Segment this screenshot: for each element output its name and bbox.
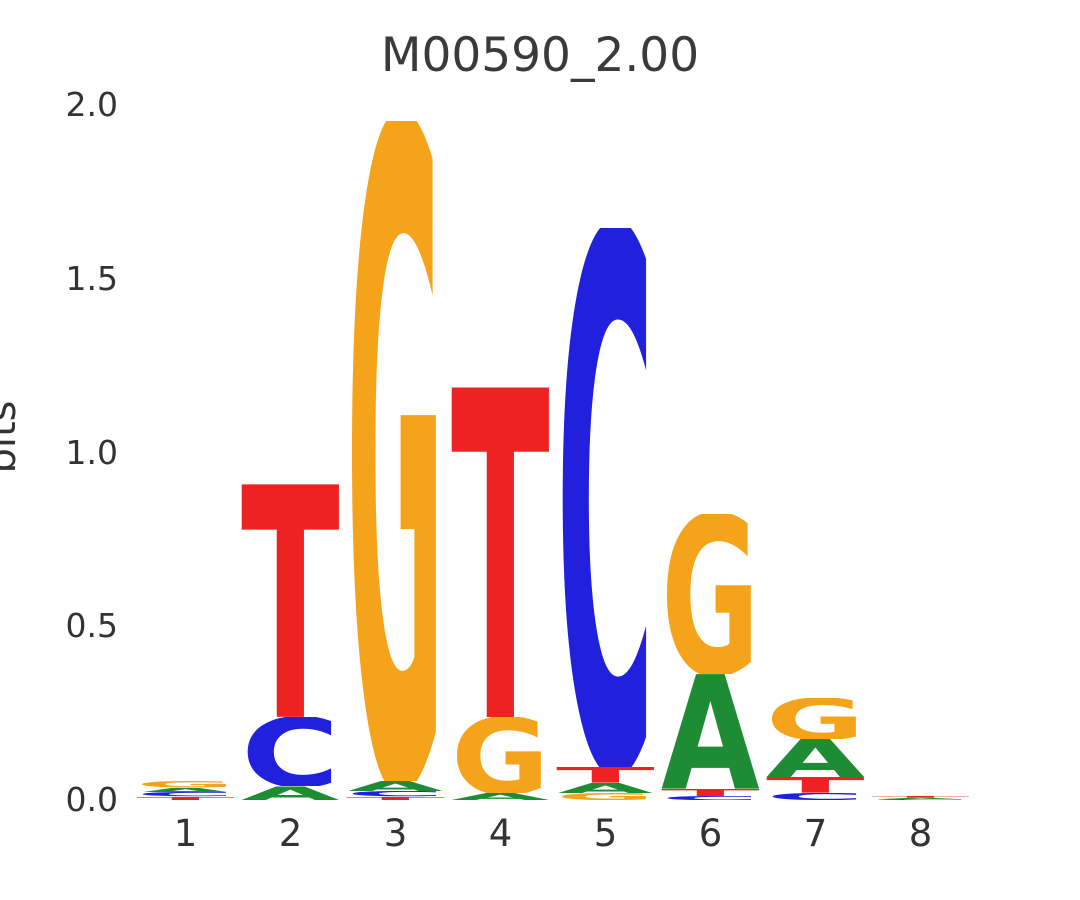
y-tick-label-1.0: 1.0 — [65, 432, 118, 472]
x-tick-label-5: 5 — [593, 812, 618, 855]
logo-letter-C-pos1: C — [136, 792, 235, 796]
svg-text:C: C — [766, 793, 865, 800]
svg-text:T: T — [556, 767, 655, 783]
x-tick-label-4: 4 — [488, 812, 513, 855]
logo-letter-T-pos5: T — [556, 767, 655, 783]
svg-text:T: T — [241, 484, 340, 717]
svg-text:A: A — [556, 783, 655, 793]
svg-text:C: C — [241, 717, 340, 787]
y-tick-label-0.0: 0.0 — [65, 780, 118, 819]
logo-letter-G-pos4: G — [451, 717, 550, 793]
logo-letter-T-pos7: T — [766, 777, 865, 793]
svg-text:C: C — [661, 796, 760, 800]
svg-text:A: A — [871, 798, 970, 799]
logo-letter-A-pos2: A — [241, 786, 340, 800]
logo-letter-C-pos7: C — [766, 793, 865, 800]
logo-letter-G-pos7: G — [766, 698, 865, 740]
svg-text:G: G — [556, 793, 655, 800]
svg-text:C: C — [556, 228, 655, 767]
logo-letter-T-pos1: T — [136, 797, 235, 800]
logo-letter-G-pos6: G — [661, 514, 760, 674]
logo-letter-A-pos1: A — [136, 788, 235, 793]
logo-letter-C-pos6: C — [661, 796, 760, 800]
svg-text:T: T — [136, 797, 235, 800]
logo-letter-T-pos6: T — [661, 789, 760, 796]
logo-letter-A-pos8: A — [871, 798, 970, 799]
logo-letter-C-pos5: C — [556, 228, 655, 767]
svg-text:A: A — [766, 739, 865, 777]
svg-text:A: A — [136, 788, 235, 793]
logo-letter-A-pos7: A — [766, 739, 865, 777]
svg-text:A: A — [346, 781, 445, 791]
svg-text:C: C — [871, 799, 970, 800]
logo-letter-T-pos8: T — [871, 796, 970, 798]
svg-text:A: A — [451, 793, 550, 800]
logo-letter-T-pos3: T — [346, 797, 445, 800]
logo-letter-G-pos1: G — [136, 781, 235, 787]
x-tick-label-8: 8 — [908, 812, 933, 855]
logo-letter-A-pos5: A — [556, 783, 655, 793]
svg-text:T: T — [661, 789, 760, 796]
logo-letter-G-pos3: G — [346, 121, 445, 781]
svg-text:A: A — [661, 674, 760, 789]
svg-text:T: T — [451, 387, 550, 717]
logo-letter-T-pos2: T — [241, 484, 340, 717]
x-tick-label-2: 2 — [278, 812, 303, 855]
y-tick-label-2.0: 2.0 — [65, 85, 118, 124]
logo-letter-G-pos5: G — [556, 793, 655, 800]
y-tick-label-0.5: 0.5 — [65, 606, 118, 646]
logo-letter-C-pos8: C — [871, 799, 970, 800]
svg-text:C: C — [346, 791, 445, 796]
svg-text:G: G — [451, 717, 550, 793]
x-tick-label-1: 1 — [173, 812, 198, 855]
x-tick-label-6: 6 — [698, 812, 723, 855]
svg-text:T: T — [346, 797, 445, 800]
logo-letter-A-pos4: A — [451, 793, 550, 800]
logo-letter-C-pos3: C — [346, 791, 445, 796]
svg-text:C: C — [136, 792, 235, 796]
logo-letter-A-pos6: A — [661, 674, 760, 789]
svg-text:A: A — [241, 786, 340, 800]
svg-text:G: G — [661, 514, 760, 674]
logo-letter-T-pos4: T — [451, 387, 550, 717]
svg-text:T: T — [766, 777, 865, 793]
x-tick-label-3: 3 — [383, 812, 408, 855]
svg-text:G: G — [766, 698, 865, 740]
y-tick-label-1.5: 1.5 — [65, 258, 118, 298]
logo-letter-A-pos3: A — [346, 781, 445, 791]
logo-letter-C-pos2: C — [241, 717, 340, 787]
svg-text:G: G — [136, 781, 235, 787]
svg-text:T: T — [871, 796, 970, 798]
chart-title: M00590_2.00 — [380, 28, 700, 83]
x-tick-label-7: 7 — [803, 812, 828, 855]
svg-text:G: G — [346, 121, 445, 781]
